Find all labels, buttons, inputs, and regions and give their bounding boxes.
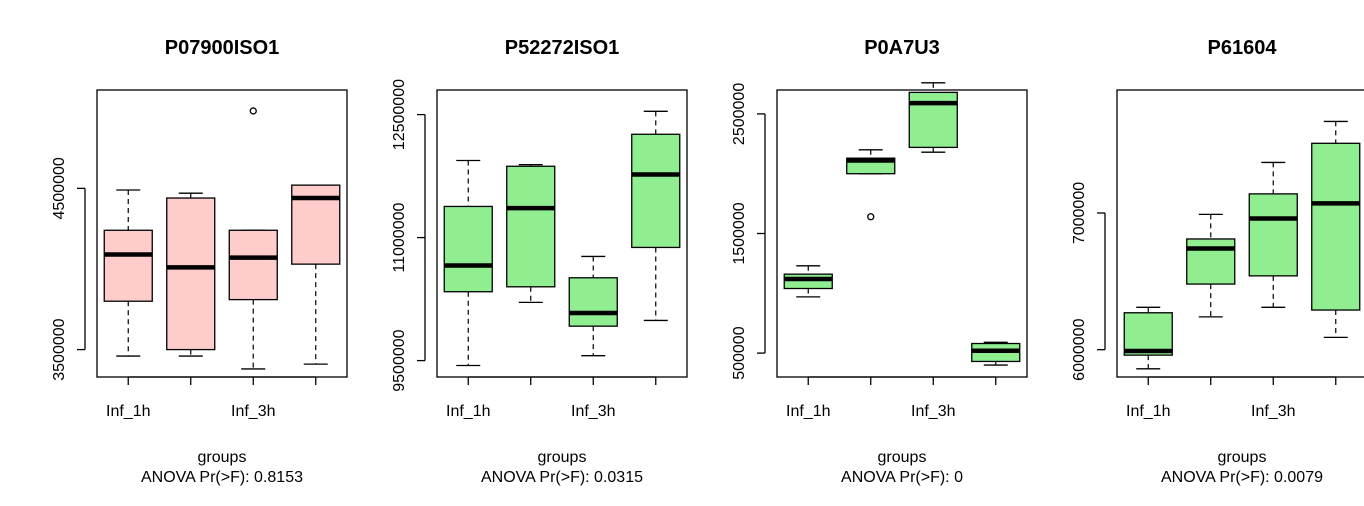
box-group (1248, 161, 1298, 308)
y-tick-label: 12500000 (391, 79, 408, 150)
x-tick-label: Inf_3h (231, 403, 275, 420)
box-iqr (1311, 142, 1361, 311)
box-group (1186, 213, 1236, 318)
x-tick-label: Inf_3h (571, 403, 615, 420)
panel-title: P0A7U3 (864, 37, 940, 59)
box-group (783, 265, 833, 298)
plot-frame (776, 89, 1028, 378)
box-iqr (568, 277, 618, 327)
boxplot-panel-2: P52272ISO1 9500000 11000000 12500000 Inf_1h I… (391, 37, 688, 486)
x-tick-label: Inf_1h (786, 403, 830, 420)
box-group (506, 163, 556, 304)
box-group (443, 159, 493, 367)
box-group (166, 192, 216, 357)
x-axis-label: groups (878, 449, 927, 466)
box-iqr (443, 205, 493, 293)
y-tick-label: 11000000 (391, 202, 408, 272)
x-tick-label: Inf_3h (1251, 403, 1295, 420)
box-iqr (1248, 193, 1298, 277)
box-iqr (783, 273, 833, 290)
y-tick-label: 2500000 (731, 83, 748, 145)
x-tick-label: Inf_1h (106, 403, 150, 420)
y-tick-label: 9500000 (391, 329, 408, 391)
box-iqr (1123, 312, 1173, 356)
y-tick-label: 1500000 (731, 202, 748, 264)
box-iqr (506, 165, 556, 288)
y-tick-label: 6000000 (1071, 318, 1088, 380)
panel-title: P07900ISO1 (165, 37, 280, 59)
box-iqr (166, 197, 216, 351)
box-group (1311, 120, 1361, 339)
box-iqr (1186, 238, 1236, 285)
y-tick-label: 500000 (731, 326, 748, 379)
box-group (908, 82, 958, 153)
box-group (103, 189, 153, 357)
box-group (1123, 306, 1173, 370)
box-group (631, 110, 681, 322)
y-tick-label: 4500000 (51, 157, 68, 219)
anova-pvalue: ANOVA Pr(>F): 0.8153 (141, 469, 303, 486)
x-tick-label: Inf_3h (911, 403, 955, 420)
box-group (846, 149, 896, 221)
panel-title: P61604 (1208, 37, 1278, 59)
outlier-point (867, 213, 875, 221)
box-iqr (908, 91, 958, 149)
anova-pvalue: ANOVA Pr(>F): 0 (841, 469, 963, 486)
panel-title: P52272ISO1 (505, 37, 620, 59)
y-tick-label: 3500000 (51, 318, 68, 380)
x-axis-label: groups (1218, 449, 1267, 466)
box-iqr (631, 133, 681, 249)
box-group (291, 184, 341, 365)
x-axis-label: groups (538, 449, 587, 466)
box-iqr (103, 229, 153, 302)
x-tick-label: Inf_1h (446, 403, 490, 420)
box-iqr (228, 229, 278, 301)
boxplot-panel-1: P07900ISO1 3500000 4500000 Inf_1h Inf_3hgrou… (51, 37, 348, 486)
anova-pvalue: ANOVA Pr(>F): 0.0079 (1161, 469, 1323, 486)
x-tick-label: Inf_1h (1126, 403, 1170, 420)
box-group (971, 341, 1021, 366)
outlier-point (249, 107, 257, 115)
y-tick-label: 7000000 (1071, 182, 1088, 244)
boxplot-panel-3: P0A7U3 500000 1500000 2500000 Inf_1h Inf_3hgr… (731, 37, 1028, 486)
box-group (228, 107, 278, 370)
box-group (568, 255, 618, 357)
anova-pvalue: ANOVA Pr(>F): 0.0315 (481, 469, 643, 486)
x-axis-label: groups (198, 449, 247, 466)
